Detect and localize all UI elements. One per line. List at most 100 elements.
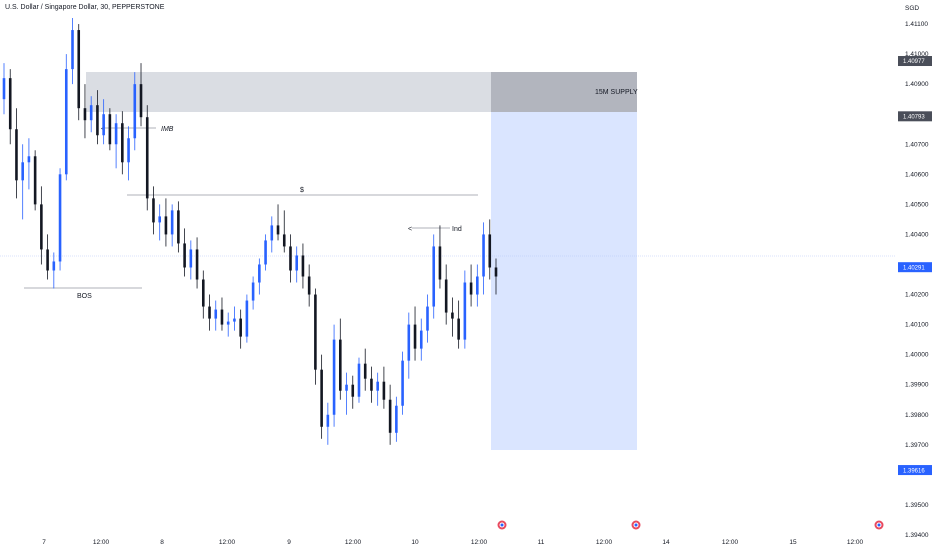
candle xyxy=(102,99,105,145)
candle xyxy=(251,276,255,310)
candle-body xyxy=(233,318,236,322)
ind-label: Ind xyxy=(452,226,462,233)
candle xyxy=(208,294,211,331)
price-tick-label: 1.40400 xyxy=(905,231,929,238)
candle xyxy=(307,264,311,307)
chart-title: U.S. Dollar / Singapore Dollar, 30, PEPP… xyxy=(5,4,165,11)
price-tag-label: 1.39616 xyxy=(903,468,925,474)
candle-body xyxy=(170,210,174,235)
candle-body xyxy=(220,309,224,325)
time-tick-label: 12:00 xyxy=(93,539,110,546)
candle xyxy=(282,210,286,253)
candle xyxy=(152,186,155,235)
candle xyxy=(245,294,249,343)
candle-body xyxy=(108,114,112,145)
price-tick-label: 1.40900 xyxy=(905,81,929,88)
candle-body xyxy=(58,174,62,262)
candle xyxy=(351,375,355,409)
candle-series xyxy=(2,18,498,445)
candle xyxy=(158,204,161,241)
candle-body xyxy=(482,234,485,277)
price-tags: 1.40977 1.40793 1.40291 1.39616 xyxy=(898,56,932,476)
price-tag-label: 1.40793 xyxy=(903,115,925,121)
liquidity-label: $ xyxy=(300,187,304,194)
time-tick-label: 8 xyxy=(160,539,164,546)
candle xyxy=(295,246,299,283)
candle xyxy=(183,228,186,277)
supply-zone-label: 15M SUPPLY xyxy=(595,89,638,96)
price-tick-label: 1.40100 xyxy=(905,322,929,329)
price-tick-label: 1.40700 xyxy=(905,141,929,148)
candle-body xyxy=(195,249,199,280)
time-tick-label: 12:00 xyxy=(847,539,864,546)
candle xyxy=(388,384,392,445)
candle-body xyxy=(239,318,242,337)
candle xyxy=(127,126,130,181)
time-tick-label: 11 xyxy=(538,539,545,546)
candle xyxy=(438,225,442,289)
target-zone[interactable] xyxy=(491,112,637,450)
candle xyxy=(33,150,37,211)
candle-body xyxy=(413,324,417,349)
us-flag-icon[interactable] xyxy=(497,520,507,530)
candle-body xyxy=(145,117,149,199)
candle xyxy=(139,63,143,127)
candle-body xyxy=(2,78,6,100)
candle xyxy=(201,270,205,319)
candle xyxy=(133,72,137,151)
candle xyxy=(189,240,193,280)
candle-body xyxy=(363,363,367,379)
candle xyxy=(15,108,18,199)
time-tick-label: 15 xyxy=(789,539,797,546)
candle xyxy=(463,270,467,349)
candle xyxy=(114,114,118,169)
candle xyxy=(345,372,348,415)
candle-body xyxy=(276,225,280,235)
us-flag-icon[interactable] xyxy=(631,520,641,530)
candle xyxy=(108,108,112,151)
time-tick-label: 12:00 xyxy=(722,539,739,546)
candle-body xyxy=(457,318,460,340)
candle xyxy=(314,288,317,385)
price-axis[interactable]: 1.41100 1.41000 1.40900 1.40700 1.40600 1.405… xyxy=(905,21,929,539)
candle xyxy=(71,18,74,85)
candle xyxy=(494,258,498,295)
candle xyxy=(326,402,330,445)
candle xyxy=(220,297,224,331)
candle xyxy=(276,204,280,241)
candle xyxy=(64,54,68,181)
candle-body xyxy=(307,276,311,295)
ind-arrow-head: < xyxy=(408,226,412,233)
candle-body xyxy=(332,339,336,415)
candle xyxy=(426,294,429,343)
us-flag-icon[interactable] xyxy=(874,520,884,530)
candle-body xyxy=(89,105,93,121)
candle xyxy=(476,264,479,307)
candle xyxy=(451,297,454,337)
candle xyxy=(239,309,242,349)
candle-body xyxy=(114,123,118,145)
candle xyxy=(401,351,404,415)
time-axis[interactable]: 7 12:00 8 12:00 9 12:00 10 12:00 11 12:00 14 12:00 1… xyxy=(42,539,863,546)
candle xyxy=(164,198,168,247)
candle-body xyxy=(96,105,99,136)
candle-body xyxy=(245,300,249,337)
candle xyxy=(77,24,81,121)
price-tag xyxy=(898,111,932,122)
price-tag-label: 1.40291 xyxy=(903,265,925,271)
candle xyxy=(40,186,43,265)
candle-body xyxy=(270,225,274,241)
candle-body xyxy=(133,84,137,139)
candle xyxy=(27,138,31,190)
supply-zone-right[interactable] xyxy=(491,72,637,112)
candle xyxy=(21,144,24,220)
time-tick-label: 10 xyxy=(411,539,419,546)
candle-body xyxy=(139,84,143,118)
candle xyxy=(376,372,379,406)
candle-body xyxy=(21,162,24,181)
candle-body xyxy=(183,243,186,268)
candle-body xyxy=(476,276,479,295)
candle xyxy=(46,234,49,280)
candle-body xyxy=(121,123,124,163)
